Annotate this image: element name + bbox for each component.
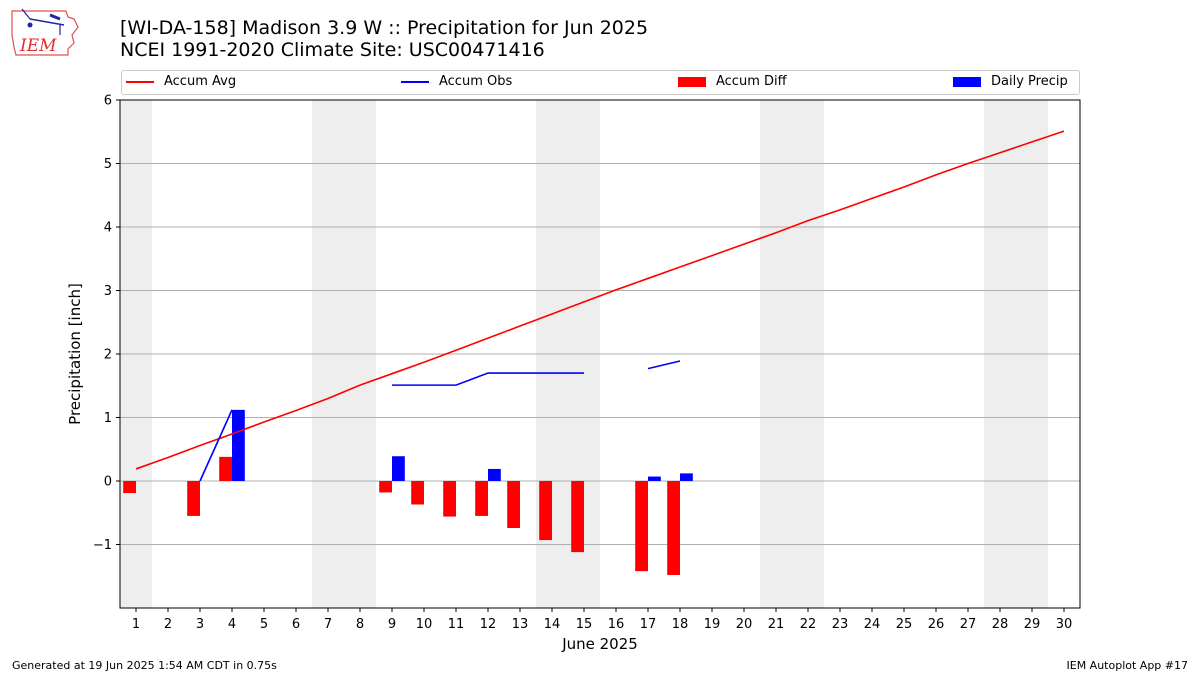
x-tick-label: 20	[736, 617, 753, 632]
legend-swatch-daily-precip	[953, 76, 981, 87]
legend-swatch-accum-avg	[126, 80, 154, 83]
x-tick-label: 18	[672, 617, 689, 632]
x-axis-label: June 2025	[561, 635, 638, 653]
bar-accum-diff	[187, 481, 200, 516]
line-accum-obs	[392, 372, 584, 386]
x-tick-label: 13	[512, 617, 529, 632]
x-tick-label: 1	[132, 617, 140, 632]
bar-accum-diff	[123, 481, 136, 494]
x-tick-label: 28	[992, 617, 1009, 632]
legend-item-accum-obs: Accum Obs	[401, 74, 512, 89]
x-tick-label: 25	[896, 617, 913, 632]
x-tick-label: 23	[832, 617, 849, 632]
bar-daily-precip	[648, 476, 661, 481]
y-tick-label: 2	[104, 348, 112, 363]
y-tick-label: 1	[104, 411, 112, 426]
x-tick-label: 8	[356, 617, 364, 632]
y-tick-label: 4	[104, 221, 112, 236]
legend-swatch-accum-obs	[401, 80, 429, 83]
x-tick-label: 26	[928, 617, 945, 632]
bar-accum-diff	[475, 481, 488, 516]
legend-swatch-accum-diff	[678, 76, 706, 87]
bar-accum-diff	[667, 481, 680, 575]
x-tick-label: 30	[1056, 617, 1073, 632]
legend-label-accum-avg: Accum Avg	[164, 74, 237, 89]
bar-accum-diff	[379, 481, 392, 493]
x-tick-label: 17	[640, 617, 657, 632]
bar-accum-diff	[443, 481, 456, 517]
legend-label-daily-precip: Daily Precip	[991, 74, 1068, 89]
logo-text: IEM	[19, 36, 57, 56]
bar-daily-precip	[392, 456, 405, 481]
x-tick-label: 4	[228, 617, 236, 632]
x-tick-label: 2	[164, 617, 172, 632]
x-tick-label: 7	[324, 617, 332, 632]
x-tick-label: 3	[196, 617, 204, 632]
y-tick-label: 0	[104, 475, 112, 490]
y-tick-label: 6	[104, 94, 112, 109]
bar-accum-diff	[539, 481, 552, 541]
y-tick-label: −1	[93, 538, 112, 553]
x-tick-label: 9	[388, 617, 396, 632]
bar-accum-diff	[219, 456, 232, 481]
x-tick-label: 10	[416, 617, 433, 632]
line-accum-avg	[135, 130, 1065, 470]
x-tick-label: 22	[800, 617, 817, 632]
legend-item-accum-avg: Accum Avg	[126, 74, 236, 89]
x-tick-label: 27	[960, 617, 977, 632]
chart-title: [WI-DA-158] Madison 3.9 W :: Precipitati…	[120, 17, 649, 39]
y-tick-label: 5	[104, 157, 112, 172]
legend-label-accum-obs: Accum Obs	[439, 74, 513, 89]
y-tick-label: 3	[104, 284, 112, 299]
x-tick-label: 12	[480, 617, 497, 632]
iem-iowa-logo-icon: IEM	[11, 8, 79, 56]
bar-daily-precip	[488, 468, 501, 481]
iem-logo: IEM	[8, 5, 83, 64]
line-accum-obs	[647, 360, 681, 370]
legend-item-accum-diff: Accum Diff	[678, 74, 787, 89]
legend-item-daily-precip: Daily Precip	[953, 74, 1068, 89]
x-tick-label: 16	[608, 617, 625, 632]
x-tick-label: 6	[292, 617, 300, 632]
x-tick-label: 11	[448, 617, 465, 632]
x-tick-label: 24	[864, 617, 881, 632]
legend: Accum Avg Accum Obs Accum Diff Daily Pre…	[121, 70, 1080, 95]
x-tick-label: 19	[704, 617, 721, 632]
x-tick-label: 15	[576, 617, 593, 632]
bar-daily-precip	[232, 409, 245, 481]
x-tick-label: 29	[1024, 617, 1041, 632]
x-tick-label: 5	[260, 617, 268, 632]
bar-accum-diff	[635, 481, 648, 572]
legend-label-accum-diff: Accum Diff	[716, 74, 787, 89]
footer-app: IEM Autoplot App #17	[1066, 659, 1189, 672]
bar-accum-diff	[507, 481, 520, 528]
line-accum-obs	[199, 409, 233, 482]
footer-generated: Generated at 19 Jun 2025 1:54 AM CDT in …	[12, 659, 277, 672]
chart-subtitle: NCEI 1991-2020 Climate Site: USC00471416	[120, 39, 545, 61]
bar-accum-diff	[571, 481, 584, 553]
x-tick-label: 21	[768, 617, 785, 632]
bar-accum-diff	[411, 481, 424, 505]
bar-daily-precip	[680, 473, 693, 481]
y-axis-label: Precipitation [inch]	[66, 283, 84, 425]
x-tick-label: 14	[544, 617, 561, 632]
